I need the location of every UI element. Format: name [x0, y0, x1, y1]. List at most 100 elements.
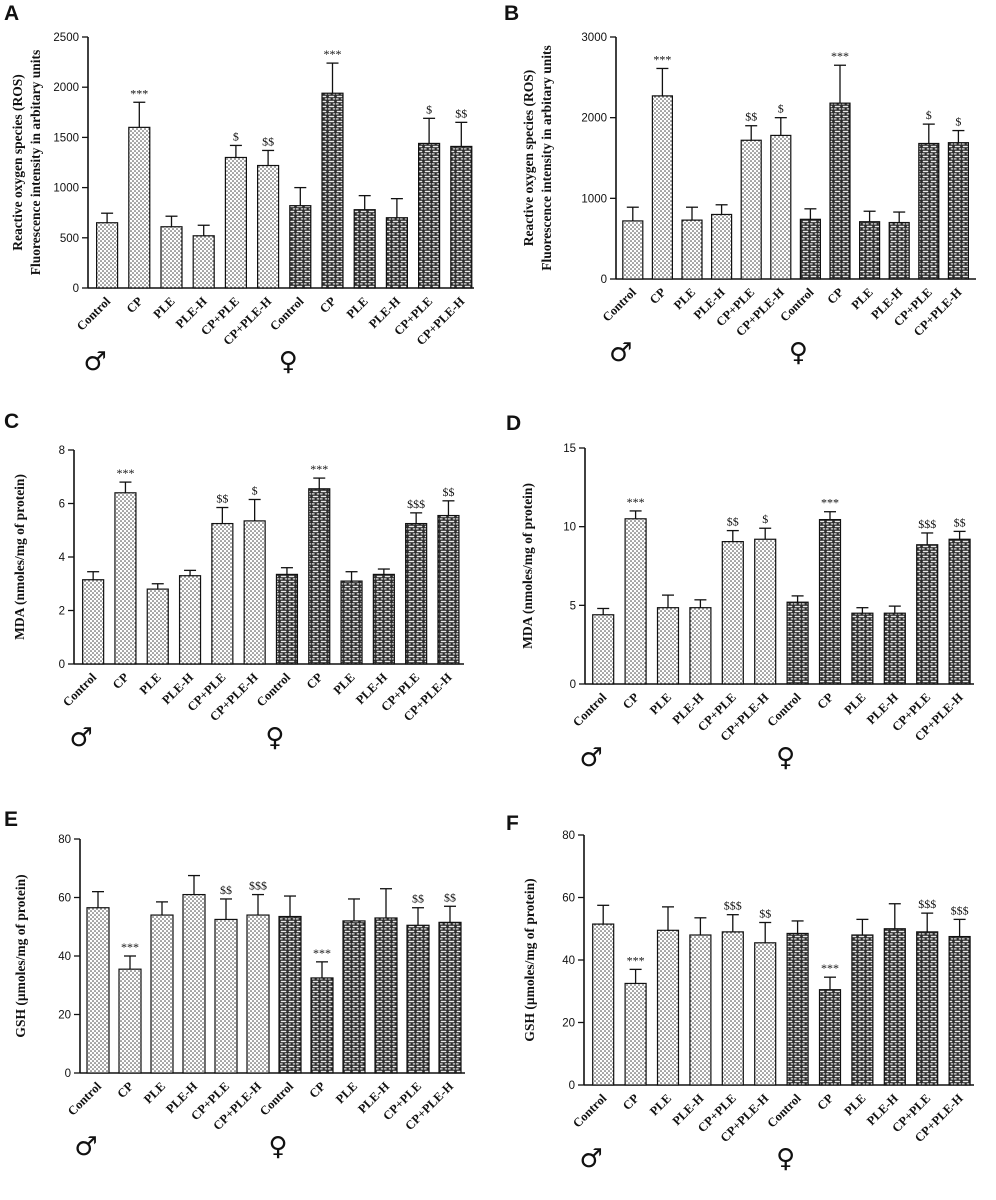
y-axis-title: Fluorescence intensity in arbitary units [28, 50, 43, 276]
significance-label: $$ [444, 890, 456, 904]
y-tick-label: 2000 [581, 113, 607, 125]
male-symbol: ♂ [74, 1132, 97, 1162]
error-bar [252, 893, 264, 916]
error-bar [656, 67, 669, 96]
error-bar [165, 215, 178, 227]
error-bar [313, 477, 326, 489]
error-bar [597, 904, 610, 925]
female-symbol: ♀ [789, 338, 808, 368]
bar-male-cp [128, 126, 151, 289]
panel-c: C MDA (nmoles/mg of protein) 0 2 4 6 8 Control *… [0, 400, 498, 800]
x-category-label: Control [267, 294, 307, 334]
bar-female-ple-h [888, 221, 910, 280]
error-bar [444, 905, 456, 923]
female-symbol: ♀ [265, 723, 284, 753]
female-symbol: ♀ [776, 743, 795, 773]
x-category-label: Control [777, 285, 817, 325]
error-bar [856, 607, 869, 614]
y-axis-title: MDA (nmoles/mg of protein) [520, 483, 535, 649]
bar-male-ple [150, 914, 174, 1074]
significance-label: $$ [216, 492, 228, 506]
bar-female-cp [308, 488, 331, 665]
y-tick-label: 2500 [53, 32, 79, 44]
error-bar [662, 594, 674, 608]
significance-label: *** [627, 495, 645, 509]
error-bar [326, 62, 339, 94]
bar-male-cp-ple [211, 522, 234, 665]
male-symbol: ♂ [69, 723, 92, 753]
error-bar [133, 101, 146, 128]
bar-male-cp [624, 982, 647, 1086]
error-bar [380, 888, 392, 918]
y-tick-label: 1000 [581, 193, 607, 205]
error-bar [151, 583, 164, 590]
panel-letter: D [506, 412, 521, 435]
error-bar [197, 224, 210, 236]
significance-label: $ [955, 115, 961, 129]
error-bar [101, 212, 114, 223]
female-symbol: ♀ [279, 347, 298, 377]
error-bar [119, 481, 132, 493]
error-bar [804, 208, 817, 220]
error-bar [834, 64, 846, 104]
male-symbol: ♂ [83, 347, 106, 377]
error-bar [726, 529, 739, 542]
x-category-label: CP [620, 1091, 642, 1113]
y-tick-label: 80 [58, 834, 71, 846]
x-category-label: CP [317, 294, 339, 316]
significance-label: *** [653, 52, 671, 66]
y-tick-label: 0 [65, 1068, 71, 1080]
significance-label: *** [116, 466, 134, 480]
bar-female-ple-h [374, 917, 398, 1074]
significance-label: $$$ [951, 903, 969, 917]
chart-svg: B Reactive oxygen species (ROS) Fluorescen… [504, 2, 976, 368]
bar-male-cp-ple [224, 156, 247, 289]
bar-male-cp [651, 95, 673, 280]
y-tick-label: 20 [58, 1010, 71, 1022]
error-bar [188, 874, 200, 895]
panel-f: F GSH (µmoles/mg of protein) 0 20 40 60 80 Cont… [498, 800, 996, 1200]
bar-female-cp-ple [406, 924, 430, 1074]
bar-female-ple-h [883, 612, 906, 685]
significance-label: *** [130, 86, 148, 100]
bar-male-control [592, 614, 615, 685]
chart-svg: F GSH (µmoles/mg of protein) 0 20 40 60 80 Cont… [506, 812, 974, 1174]
x-category-label: CP [114, 1079, 136, 1101]
bar-female-cp-ple-h [450, 145, 473, 289]
y-tick-label: 1500 [53, 132, 79, 144]
bar-female-cp [829, 102, 851, 280]
bar-female-cp-ple [918, 142, 940, 280]
significance-label: $$ [220, 883, 232, 897]
y-tick-label: 3000 [581, 32, 607, 44]
significance-label: $$ [412, 892, 424, 906]
error-bar [888, 903, 901, 929]
significance-label: $ [252, 483, 258, 497]
bar-female-cp-ple [418, 142, 441, 289]
significance-label: $ [233, 129, 239, 143]
x-category-label: Control [60, 670, 100, 710]
significance-label: $$$ [407, 497, 425, 511]
bar-male-cp [118, 968, 142, 1074]
male-symbol: ♂ [580, 1144, 603, 1174]
error-bar [156, 901, 168, 916]
bar-male-control [592, 923, 615, 1086]
error-bar [442, 500, 455, 516]
y-tick-label: 0 [569, 1080, 575, 1092]
x-category-label: PLE [151, 294, 178, 321]
chart-svg: C MDA (nmoles/mg of protein) 0 2 4 6 8 Control *… [4, 410, 464, 753]
bar-female-ple [851, 612, 874, 685]
bar-male-ple-h [711, 213, 733, 280]
significance-label: $$ [954, 515, 966, 529]
x-category-label: PLE [841, 1091, 868, 1118]
error-bar [92, 891, 104, 908]
x-category-label: CP [124, 294, 146, 316]
error-bar [348, 898, 360, 921]
error-bar [423, 117, 436, 144]
bar-male-cp [114, 492, 137, 665]
x-category-label: Control [74, 294, 114, 334]
error-bar [921, 912, 934, 932]
chart-svg: A Reactive oxygen species (ROS) Fluorescen… [4, 2, 474, 377]
bar-female-ple [859, 221, 881, 280]
bar-female-cp-ple [916, 931, 939, 1086]
error-bar [921, 532, 934, 545]
